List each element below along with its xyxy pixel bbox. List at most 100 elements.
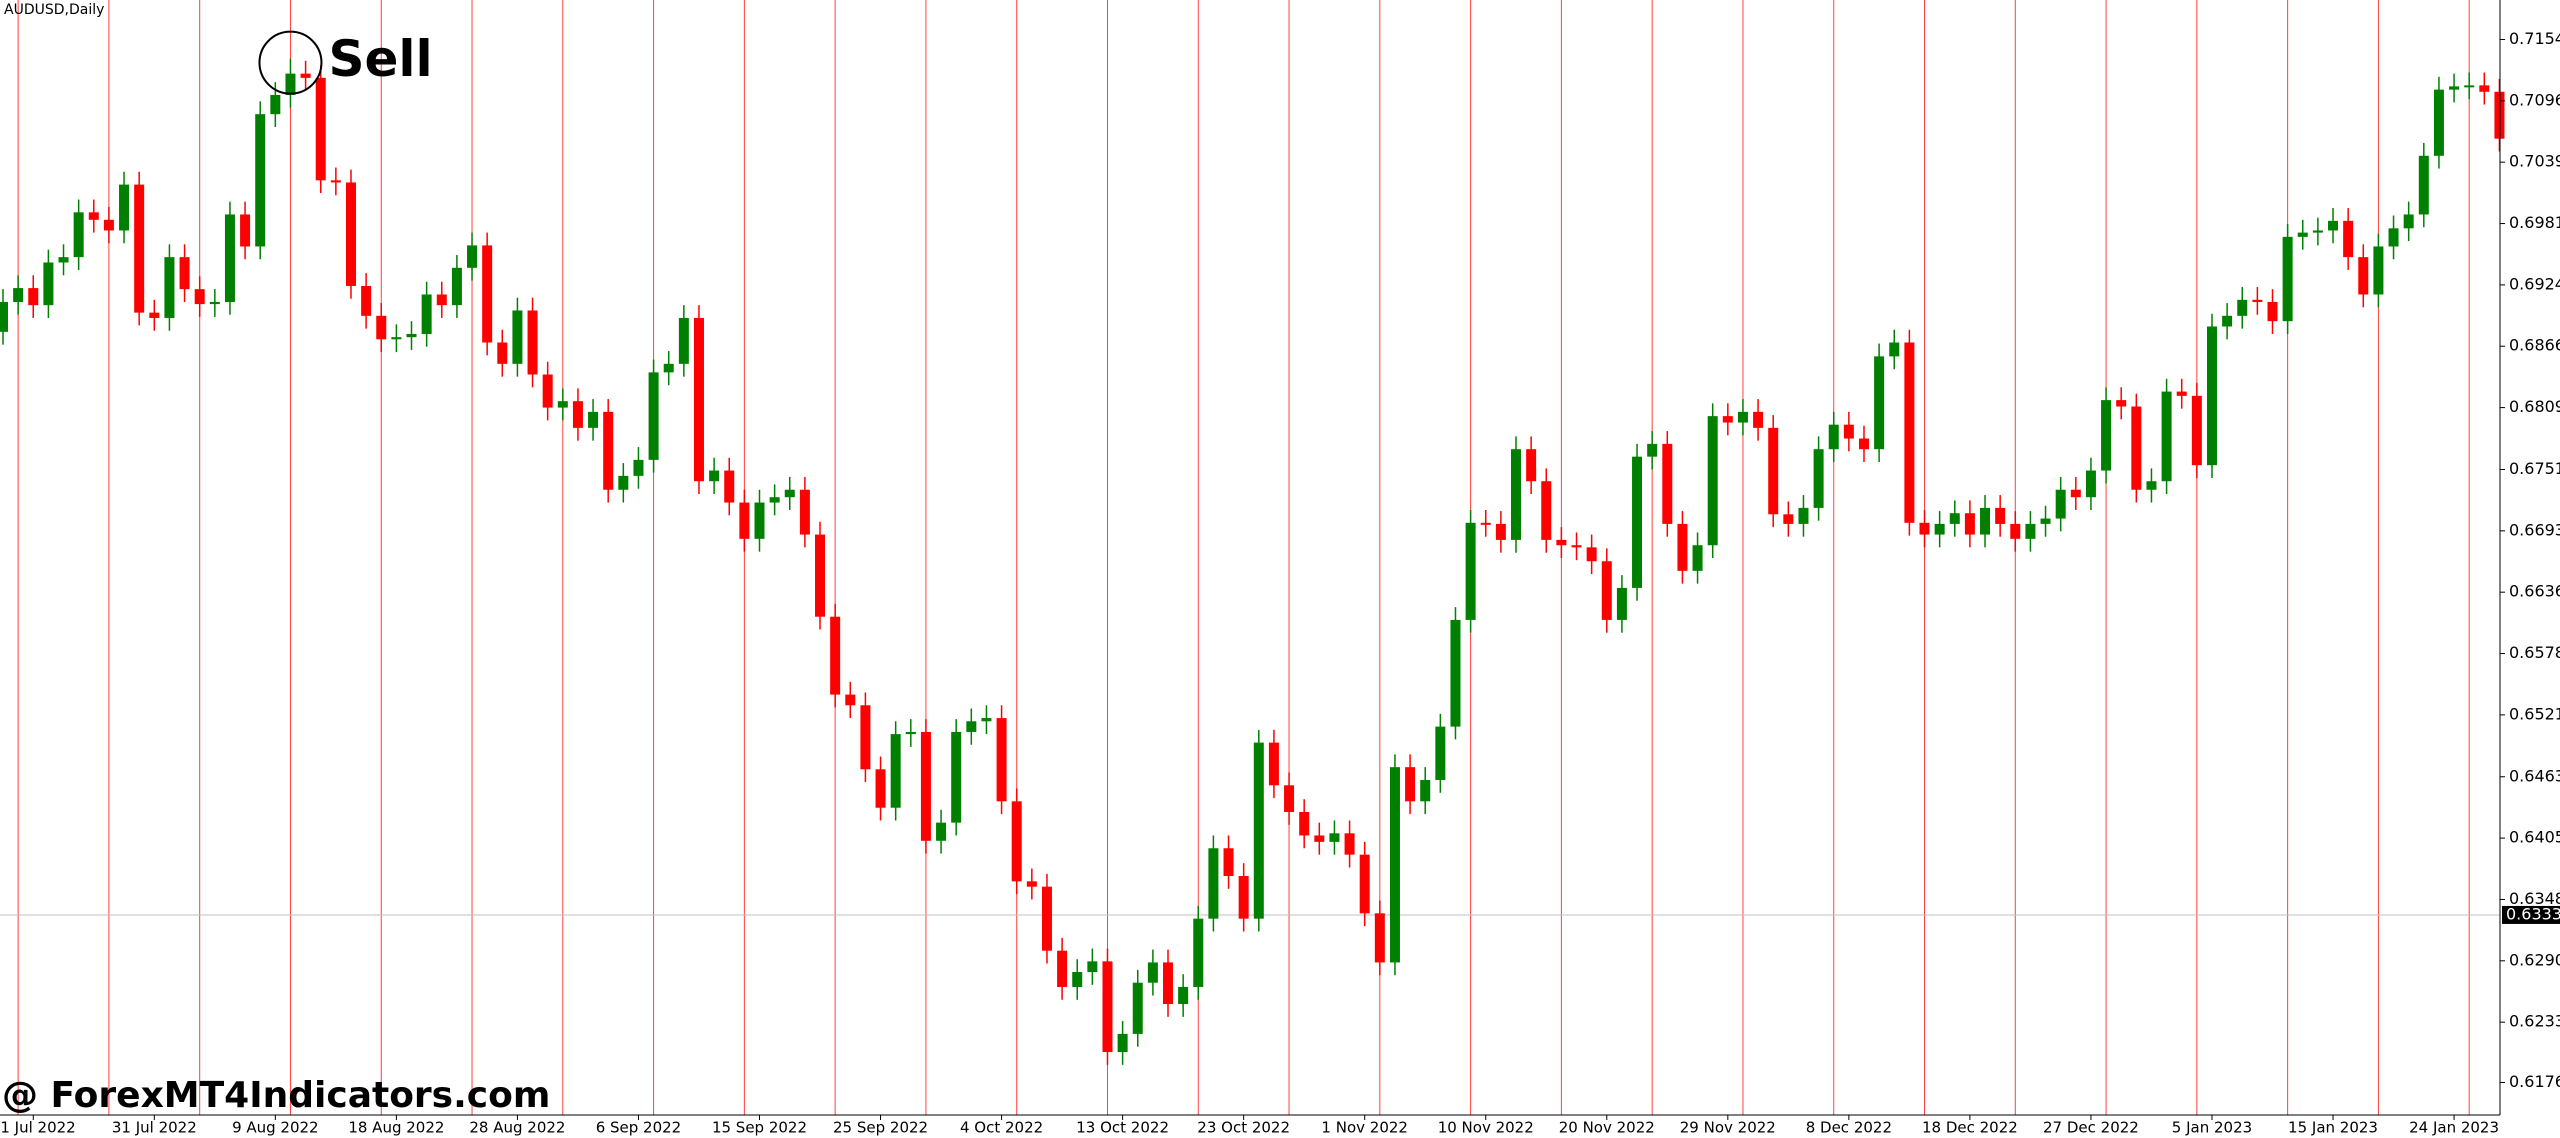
candle-body xyxy=(2161,391,2172,482)
candle-body xyxy=(1329,833,1340,842)
candle-body xyxy=(482,245,493,343)
candle-body xyxy=(1586,547,1597,562)
x-tick-label: 23 Oct 2022 xyxy=(1197,1119,1290,1137)
candle-body xyxy=(2101,400,2112,471)
candle-body xyxy=(966,721,977,732)
candle-body xyxy=(58,257,69,263)
candle-body xyxy=(1858,438,1869,450)
candle-body xyxy=(149,312,160,318)
candle-body xyxy=(1753,411,1764,428)
candle-body xyxy=(2085,470,2096,498)
candle-body xyxy=(285,73,296,95)
candle-body xyxy=(1465,522,1476,620)
candle-body xyxy=(1178,986,1189,1005)
candle-body xyxy=(618,475,629,490)
candle-body xyxy=(830,616,841,695)
candle-body xyxy=(1057,950,1068,987)
current-price-box xyxy=(2502,905,2560,924)
candle-body xyxy=(1541,481,1552,540)
x-tick-label: 18 Dec 2022 xyxy=(1922,1119,2018,1137)
x-tick-label: 25 Sep 2022 xyxy=(833,1119,928,1137)
candle-body xyxy=(421,294,432,334)
candle-body xyxy=(784,489,795,498)
candle-body xyxy=(1132,982,1143,1034)
candle-body xyxy=(2388,228,2399,247)
candle-body xyxy=(315,77,326,181)
candle-body xyxy=(1299,811,1310,836)
candle-body xyxy=(1949,513,1960,524)
candle-body xyxy=(2297,232,2308,237)
candle-body xyxy=(209,301,220,305)
candle-body xyxy=(134,184,145,313)
x-tick-label: 10 Nov 2022 xyxy=(1438,1119,1534,1137)
candle-body xyxy=(860,705,871,770)
candle-body xyxy=(164,257,175,318)
candle-body xyxy=(1874,356,1885,450)
candle-body xyxy=(1511,449,1521,540)
candle-body xyxy=(1601,561,1612,620)
candle-body xyxy=(1556,539,1567,546)
candle-body xyxy=(2328,220,2339,231)
candle-body xyxy=(920,731,931,841)
candle-body xyxy=(1117,1033,1128,1053)
candle-body xyxy=(1632,456,1643,588)
candle-body xyxy=(845,694,856,706)
candle-body xyxy=(2010,523,2021,539)
candle-body xyxy=(542,374,553,408)
candle-body xyxy=(1722,416,1733,423)
candle-body xyxy=(2494,91,2505,139)
candle-body xyxy=(981,718,992,722)
candle-body xyxy=(1934,523,1945,535)
candle-body xyxy=(2449,86,2460,90)
candle-body xyxy=(2403,214,2414,229)
candle-body xyxy=(799,489,810,535)
candle-body xyxy=(224,214,235,302)
x-tick-label: 8 Dec 2022 xyxy=(1806,1119,1892,1137)
candle-body xyxy=(693,317,704,482)
candle-body xyxy=(1737,411,1748,423)
candle-body xyxy=(1480,522,1491,525)
candle-body xyxy=(451,267,462,306)
candle-body xyxy=(2418,155,2429,215)
candle-body xyxy=(1828,424,1839,450)
candle-body xyxy=(572,401,583,428)
candle-body xyxy=(1026,881,1037,887)
candle-body xyxy=(1314,835,1325,842)
candle-body xyxy=(119,184,130,231)
candle-body xyxy=(603,411,614,490)
candle-body xyxy=(436,294,447,306)
candle-body xyxy=(1813,449,1824,508)
candle-body xyxy=(1011,801,1022,882)
candle-body xyxy=(815,534,826,617)
x-tick-label: 31 Jul 2022 xyxy=(112,1119,197,1137)
candle-body xyxy=(1374,913,1385,963)
candle-body xyxy=(1904,342,1915,523)
candles xyxy=(0,58,2505,1065)
candle-body xyxy=(1405,767,1416,802)
candle-body xyxy=(2040,518,2051,524)
candle-body xyxy=(875,769,886,808)
candle-body xyxy=(724,470,735,503)
candle-body xyxy=(1571,545,1582,548)
candle-body xyxy=(28,288,39,306)
candle-body xyxy=(1359,854,1370,914)
candle-body xyxy=(1253,742,1264,919)
candle-body xyxy=(769,497,780,503)
x-tick-label: 6 Sep 2022 xyxy=(596,1119,682,1137)
candle-body xyxy=(1435,726,1446,780)
candle-body xyxy=(1662,443,1673,524)
candle-body xyxy=(739,502,750,539)
candle-body xyxy=(2222,315,2233,327)
candle-body xyxy=(557,401,568,408)
candle-body xyxy=(1707,416,1718,546)
candle-body xyxy=(1768,427,1779,515)
y-tick-label: 0.69815 xyxy=(2509,213,2560,232)
